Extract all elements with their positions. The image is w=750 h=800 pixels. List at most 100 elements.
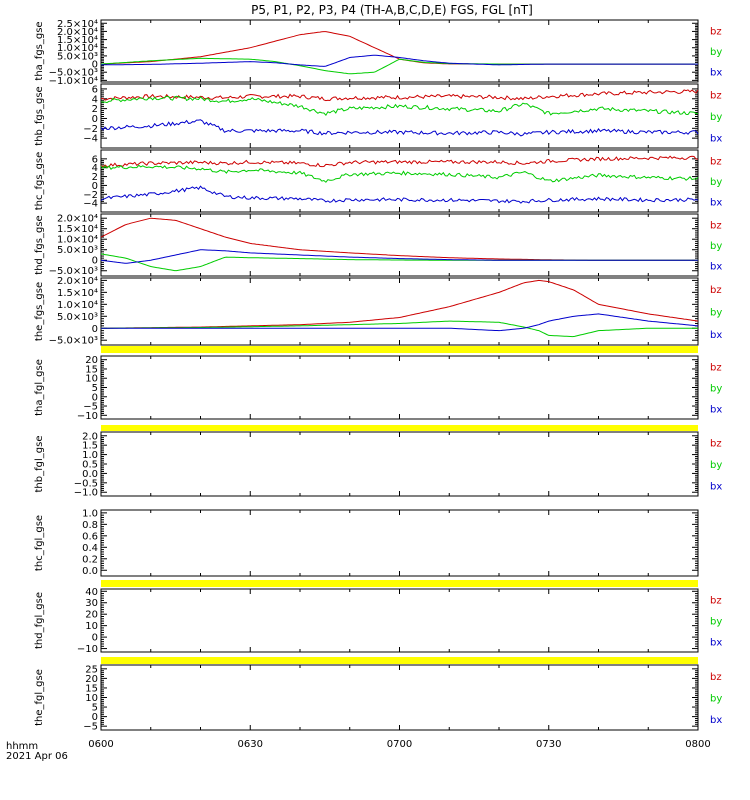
y-tick-label: −1.0 xyxy=(74,488,98,499)
legend-bz: bz xyxy=(710,220,722,231)
x-tick-label: 0600 xyxy=(88,739,113,750)
y-tick-label: −0.5 xyxy=(74,478,98,489)
panel-frame xyxy=(100,664,699,731)
y-tick-label: 1.5×10⁴ xyxy=(57,288,98,299)
y-axis-label: the_fgs_gse xyxy=(34,282,45,341)
x-tick-label: 0800 xyxy=(685,739,710,750)
y-axis-label: thc_fgl_gse xyxy=(34,515,45,571)
panel-frame xyxy=(100,83,699,149)
legend-bz: bz xyxy=(710,91,722,102)
y-tick-label: 10 xyxy=(85,693,98,704)
legend-bz: bz xyxy=(710,439,722,450)
y-tick-label: 5.0×10³ xyxy=(57,245,98,256)
y-tick-label: 10 xyxy=(85,374,98,385)
panel-tha_fgs_gse: 2.5×10⁴2.0×10⁴1.5×10⁴1.0×10⁴5.0×10³0−5.0… xyxy=(34,19,722,87)
legend-bz: bz xyxy=(710,285,722,296)
y-tick-label: 2.0×10⁴ xyxy=(57,276,98,287)
y-axis-label: the_fgl_gse xyxy=(34,669,45,726)
y-tick-label: 40 xyxy=(85,587,98,598)
y-tick-label: 0.0 xyxy=(82,469,98,480)
y-tick-label: 5 xyxy=(92,383,98,394)
y-tick-label: 2.0 xyxy=(82,431,98,442)
legend-bx: bx xyxy=(710,330,722,341)
legend-bz: bz xyxy=(710,26,722,37)
y-tick-label: −2 xyxy=(83,190,98,201)
y-tick-label: 20 xyxy=(85,355,98,366)
panel-frame xyxy=(100,19,699,83)
y-tick-label: 0.5 xyxy=(82,460,98,471)
panel-thc_fgl_gse: 1.00.80.60.40.20.0 thc_fgl_gse xyxy=(34,508,699,577)
panel-frame xyxy=(100,149,699,213)
y-axis-label: tha_fgl_gse xyxy=(34,359,45,416)
panel-frame xyxy=(100,509,699,577)
legend-by: by xyxy=(710,460,722,471)
legend-bz: bz xyxy=(710,672,722,683)
y-tick-label: 1.5×10⁴ xyxy=(57,224,98,235)
y-tick-label: −10 xyxy=(77,411,98,422)
legend-bz: bz xyxy=(710,156,722,167)
y-tick-label: 2 xyxy=(92,104,98,115)
y-tick-label: 1.5×10⁴ xyxy=(57,35,98,46)
y-tick-label: 1.0 xyxy=(82,450,98,461)
legend-by: by xyxy=(710,47,722,58)
y-tick-label: 5.0×10³ xyxy=(57,51,98,62)
y-tick-label: 1.5 xyxy=(82,441,98,452)
legend-by: by xyxy=(710,617,722,628)
x-tick-label: 0700 xyxy=(387,739,412,750)
y-tick-label: 15 xyxy=(85,683,98,694)
legend-by: by xyxy=(710,112,722,123)
y-tick-label: −5 xyxy=(83,722,98,733)
legend-bz: bz xyxy=(710,363,722,374)
no-data-bar xyxy=(101,657,698,664)
legend-by: by xyxy=(710,241,722,252)
legend-bx: bx xyxy=(710,198,722,209)
series-line-bz xyxy=(100,155,699,168)
y-tick-label: 2.0×10⁴ xyxy=(57,214,98,225)
y-tick-label: 0 xyxy=(92,324,98,335)
panel-frame xyxy=(100,431,699,497)
x-tick-label: 0730 xyxy=(536,739,561,750)
panel-frame xyxy=(100,277,699,346)
y-tick-label: 0 xyxy=(92,633,98,644)
series-line-by xyxy=(100,164,699,183)
series-line-by xyxy=(100,320,698,338)
y-tick-label: −5.0×10³ xyxy=(49,266,98,277)
y-tick-label: 1.0×10⁴ xyxy=(57,300,98,311)
y-tick-label: 0.8 xyxy=(82,520,98,531)
panel-frame xyxy=(100,355,699,420)
legend-by: by xyxy=(710,384,722,395)
panel-thb_fgl_gse: 2.01.51.00.50.0−0.5−1.0 thb_fgl_gse bz by bx xyxy=(34,431,722,498)
series-line-bx xyxy=(100,54,698,67)
y-tick-label: 1.0 xyxy=(82,508,98,519)
legend-by: by xyxy=(710,694,722,705)
x-axis: 0600 0630 0700 0730 0800 xyxy=(88,739,710,750)
y-tick-label: 10 xyxy=(85,621,98,632)
y-axis-label: thc_fgs_gse xyxy=(34,152,45,211)
y-tick-label: 0 xyxy=(92,60,98,71)
y-tick-label: 6 xyxy=(92,84,98,95)
no-data-bar xyxy=(101,580,698,587)
y-tick-label: 4 xyxy=(92,94,98,105)
legend-bx: bx xyxy=(710,638,722,649)
y-tick-label: −2 xyxy=(83,124,98,135)
y-tick-label: 0 xyxy=(92,392,98,403)
legend-bz: bz xyxy=(710,596,722,607)
legend-bx: bx xyxy=(710,133,722,144)
y-tick-label: 0.6 xyxy=(82,531,98,542)
y-tick-label: 1.0×10⁴ xyxy=(57,235,98,246)
x-tick-label: 0630 xyxy=(238,739,263,750)
panel-frame xyxy=(100,213,699,277)
y-tick-label: 30 xyxy=(85,598,98,609)
y-tick-label: 2.5×10⁴ xyxy=(57,19,98,30)
series-line-bz xyxy=(100,279,699,329)
y-tick-label: 5.0×10³ xyxy=(57,312,98,323)
series-line-bx xyxy=(100,119,699,137)
panels-group: 2.5×10⁴2.0×10⁴1.5×10⁴1.0×10⁴5.0×10³0−5.0… xyxy=(34,19,722,733)
date-label: 2021 Apr 06 xyxy=(6,751,68,762)
legend-bx: bx xyxy=(710,715,722,726)
